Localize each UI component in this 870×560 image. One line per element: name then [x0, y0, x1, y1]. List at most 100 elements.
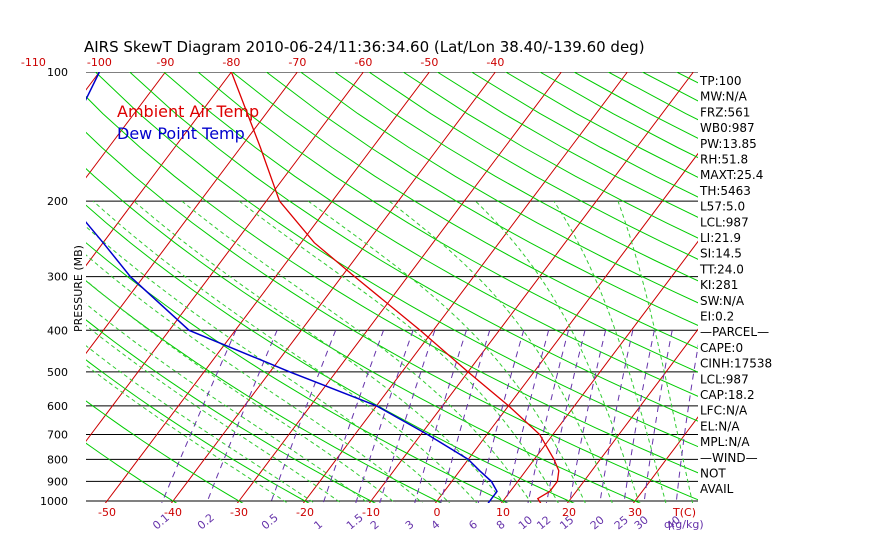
pressure-tick-label: 200 [47, 195, 68, 208]
pressure-tick-label: 500 [47, 366, 68, 379]
moist-adiabat-line [86, 303, 369, 503]
index-entry: CINH:17538 [700, 357, 772, 371]
mixing-ratio-tick-label: 3 [403, 518, 417, 532]
index-entry: NOT [700, 467, 726, 481]
profile-series [86, 72, 560, 503]
legend-dew-point: Dew Point Temp [117, 124, 245, 143]
dry-adiabat-line [95, 72, 698, 448]
isotherm-line [302, 72, 628, 503]
moist-adiabat-line [617, 200, 694, 503]
moist-adiabat-line [86, 254, 423, 503]
top-temp-tick-label: -50 [420, 56, 438, 69]
moist-adiabat-line [238, 200, 559, 503]
bottom-temp-tick-label: -20 [296, 506, 314, 519]
mixing-ratio-line [477, 330, 525, 503]
top-temp-tick-label: -80 [222, 56, 240, 69]
index-entry: L57:5.0 [700, 200, 745, 214]
mixing-ratio-line [414, 330, 467, 503]
bottom-temp-tick-label: -10 [362, 506, 380, 519]
bottom-temperature-ticks: -50 -40 -30 -20 -10 0 10 20 30 [98, 506, 642, 519]
isotherm-line [760, 72, 870, 510]
moist-adiabat-line [553, 200, 667, 503]
legend: Ambient Air Temp Dew Point Temp [117, 102, 259, 143]
dry-adiabat-line [300, 72, 698, 304]
bottom-temp-tick-label: 20 [562, 506, 576, 519]
index-entry: RH:51.8 [700, 153, 748, 167]
top-temp-tick-label: -90 [156, 56, 174, 69]
index-entry: TP:100 [699, 74, 742, 88]
pressure-ticks: 100 200 300 400 500 600 700 800 900 1000 [40, 66, 68, 508]
chart-title: AIRS SkewT Diagram 2010-06-24/11:36:34.6… [84, 38, 645, 56]
pressure-tick-label: 1000 [40, 495, 68, 508]
index-entry: EL:N/A [700, 419, 740, 433]
index-entry: KI:281 [700, 278, 738, 292]
dry-adiabat-line [402, 72, 698, 239]
bottom-temp-tick-label: 10 [496, 506, 510, 519]
top-temp-tick-label: -100 [87, 56, 112, 69]
skewt-grid [86, 72, 870, 510]
mixing-ratio-tick-label: 6 [466, 518, 480, 532]
mixing-ratio-tick-label: 2 [368, 518, 382, 532]
dry-adiabat-line [86, 400, 244, 503]
mixing-ratio-line [322, 330, 384, 503]
isotherm-lines [86, 72, 870, 510]
isotherm-line [86, 72, 298, 355]
bottom-temp-tick-label: -40 [164, 506, 182, 519]
moist-adiabat-line [92, 200, 478, 503]
dry-adiabat-line [505, 72, 698, 178]
dry-adiabat-line [86, 167, 641, 503]
pressure-tick-label: 800 [47, 453, 68, 466]
index-entry: CAPE:0 [700, 341, 743, 355]
dry-adiabat-line [334, 72, 698, 282]
moist-adiabat-lines [86, 200, 694, 503]
pressure-tick-label: 600 [47, 400, 68, 413]
moist-adiabat-line [86, 279, 396, 503]
moist-adiabat-line [307, 200, 586, 503]
dry-adiabat-line [266, 72, 698, 326]
index-entry: TT:24.0 [699, 262, 744, 276]
index-entry: EI:0.2 [700, 310, 734, 324]
index-entry: PW:13.85 [700, 137, 757, 151]
index-entry: TH:5463 [699, 184, 751, 198]
dry-adiabat-line [86, 280, 443, 503]
pressure-tick-label: 300 [47, 271, 68, 284]
isotherm-line [86, 72, 364, 442]
moist-adiabat-line [133, 200, 505, 503]
mixing-ratio-line [505, 330, 550, 503]
dry-adiabat-line [86, 359, 310, 503]
y-axis-label: PRESSURE (MB) [72, 245, 85, 332]
isotherm-line [826, 72, 870, 510]
dry-adiabat-line [368, 72, 698, 260]
mixing-ratio-line [440, 330, 491, 503]
pressure-tick-label: 100 [47, 66, 68, 79]
moist-adiabat-line [181, 200, 532, 503]
mixing-ratio-tick-label: 4 [429, 518, 443, 532]
mixing-ratio-line [355, 330, 414, 503]
mixing-ratio-tick-label: 0.2 [195, 511, 217, 532]
mixing-ratio-line [527, 330, 569, 503]
dry-adiabat-line [231, 72, 698, 349]
moist-adiabat-line [388, 200, 613, 503]
index-entry: MPL:N/A [700, 435, 750, 449]
index-entry: SW:N/A [700, 294, 745, 308]
top-temperature-ticks: -120-110-100-90-80-70-60-50-40 [21, 56, 504, 69]
top-temp-tick-label: -40 [486, 56, 504, 69]
index-entry: MAXT:25.4 [700, 168, 763, 182]
mixing-ratio-line [643, 330, 673, 503]
mixing-ratio-line [206, 330, 278, 503]
index-entry: LI:21.9 [700, 231, 741, 245]
mixing-ratio-line [675, 343, 698, 503]
dry-adiabat-line [86, 204, 575, 503]
dew-point-line [86, 72, 498, 503]
bottom-temp-tick-label: -50 [98, 506, 116, 519]
index-entry: LCL:987 [700, 215, 749, 229]
mixing-ratio-lines [161, 330, 698, 503]
index-entry: WB0:987 [700, 121, 755, 135]
mixing-ratio-line [379, 330, 436, 503]
bottom-temp-tick-label: 30 [628, 506, 642, 519]
mixing-ratio-line [568, 330, 607, 503]
mixing-ratio-line [161, 330, 237, 503]
mixing-ratio-tick-label: 1 [311, 518, 325, 532]
